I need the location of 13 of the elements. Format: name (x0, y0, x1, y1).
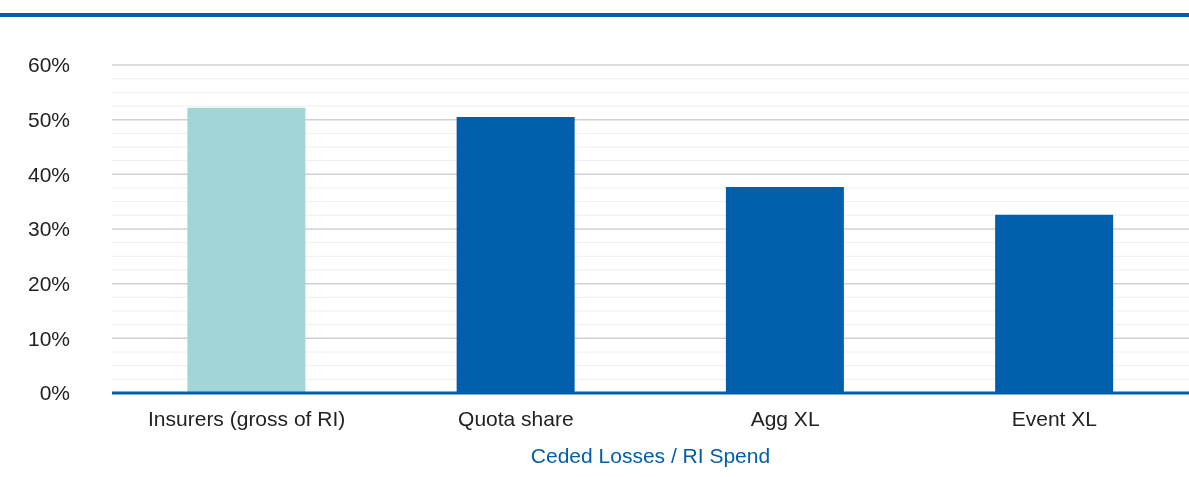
y-tick-label: 60% (27, 53, 70, 77)
x-tick-label: Quota share (458, 406, 574, 430)
bar (187, 107, 306, 393)
y-tick-label: 10% (27, 326, 70, 350)
x-axis-title: Ceded Losses / RI Spend (530, 444, 771, 467)
y-tick-label: 0% (39, 381, 70, 405)
y-tick-label: 40% (27, 162, 70, 186)
x-tick-label: Insurers (gross of RI) (148, 406, 346, 430)
x-tick-label: Event XL (1011, 406, 1097, 430)
y-tick-label: 20% (27, 272, 70, 296)
x-tick-label: Agg XL (750, 406, 820, 430)
y-tick-label: 50% (27, 108, 70, 132)
y-tick-label: 30% (27, 217, 70, 241)
